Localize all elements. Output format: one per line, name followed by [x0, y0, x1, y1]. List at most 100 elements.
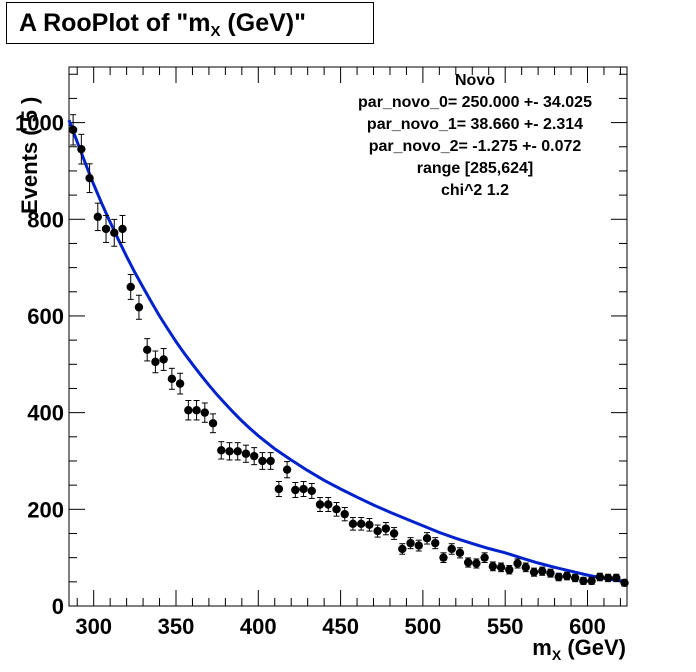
data-point	[620, 578, 629, 587]
x-tick-label: 600	[569, 614, 606, 639]
data-point	[332, 501, 341, 517]
chart-title: A RooPlot of "mX (GeV)"	[6, 2, 374, 44]
data-point	[554, 572, 563, 582]
x-axis-label-rest: (GeV)	[561, 635, 626, 660]
data-point	[167, 367, 177, 390]
data-point	[192, 399, 201, 421]
data-point	[249, 447, 259, 466]
data-point	[579, 576, 588, 586]
data-point	[431, 537, 440, 550]
stats-line-5: chi^2 1.2	[441, 182, 509, 199]
data-point	[496, 562, 506, 573]
data-point	[274, 480, 284, 498]
stats-line-2: par_novo_1= 38.660 +- 2.314	[367, 116, 583, 133]
data-point	[455, 547, 465, 559]
chart-title-prefix: A RooPlot of "m	[19, 9, 211, 37]
data-point	[134, 294, 144, 320]
data-point	[389, 527, 399, 540]
data-point	[587, 576, 596, 586]
data-point	[546, 568, 555, 578]
x-tick-label: 450	[322, 614, 359, 639]
data-point	[291, 481, 300, 498]
data-point	[217, 441, 226, 460]
y-tick-label: 800	[27, 207, 64, 232]
data-point	[110, 218, 119, 247]
x-tick-label: 300	[75, 614, 112, 639]
data-point	[307, 482, 316, 499]
stats-line-0: Novo	[455, 72, 495, 89]
x-tick-label: 400	[240, 614, 277, 639]
data-point	[225, 442, 234, 461]
x-tick-label: 550	[487, 614, 524, 639]
data-point	[85, 163, 94, 194]
stats-line-1: par_novo_0= 250.000 +- 34.025	[358, 94, 592, 111]
data-point	[266, 452, 275, 470]
x-axis-label-main: m	[532, 635, 552, 660]
data-point	[365, 518, 374, 532]
data-point	[282, 461, 292, 479]
data-point	[315, 496, 325, 512]
stats-line-3: par_novo_2= -1.275 +- 0.072	[369, 138, 582, 155]
chart-title-subscript: X	[210, 23, 221, 40]
data-point	[562, 571, 572, 581]
data-point	[414, 539, 423, 552]
x-axis-label-sub: X	[552, 647, 562, 663]
data-point	[398, 543, 407, 555]
data-point	[439, 552, 448, 563]
x-tick-label: 500	[405, 614, 442, 639]
data-point	[340, 506, 349, 522]
data-point	[488, 561, 498, 572]
data-point	[126, 274, 135, 300]
data-point	[101, 214, 111, 243]
data-point	[529, 567, 539, 577]
data-point	[381, 522, 391, 536]
data-point	[521, 562, 530, 573]
y-axis-label: Events ( 5 )	[17, 97, 42, 214]
data-point	[356, 517, 366, 531]
x-axis-label: mX (GeV)	[532, 635, 626, 663]
y-tick-label: 0	[52, 594, 64, 619]
data-point	[77, 133, 86, 165]
x-tick-label: 350	[158, 614, 195, 639]
data-point	[463, 557, 473, 568]
data-point	[447, 543, 456, 555]
data-point	[258, 452, 267, 470]
data-point	[118, 214, 127, 243]
y-tick-label: 600	[27, 304, 64, 329]
data-point	[241, 444, 251, 463]
data-point	[505, 565, 514, 575]
data-point	[603, 573, 613, 583]
stats-line-4: range [285,624]	[417, 160, 534, 177]
chart-title-suffix: (GeV)"	[220, 9, 306, 37]
data-point	[159, 348, 168, 371]
data-point	[570, 573, 580, 583]
data-point	[348, 517, 358, 531]
y-tick-label: 200	[27, 497, 64, 522]
data-point	[373, 524, 382, 538]
data-point	[68, 114, 78, 146]
data-point	[324, 496, 333, 512]
data-point	[472, 558, 481, 569]
y-tick-label: 400	[27, 401, 64, 426]
data-point	[175, 372, 185, 395]
fit-curve	[67, 119, 628, 584]
plot-frame	[68, 66, 628, 607]
data-point	[233, 442, 242, 461]
data-point	[299, 480, 308, 498]
data-point	[612, 573, 621, 583]
data-point	[151, 350, 160, 374]
data-point	[480, 552, 489, 563]
data-point	[200, 402, 209, 423]
data-point	[142, 338, 152, 362]
data-point	[513, 558, 522, 569]
data-point	[184, 399, 193, 421]
data-point	[595, 572, 605, 582]
data-point	[406, 537, 415, 550]
data-point	[208, 413, 218, 434]
stats-box: Novo par_novo_0= 250.000 +- 34.025 par_n…	[358, 72, 592, 199]
data-point	[422, 532, 432, 545]
data-point	[538, 566, 547, 576]
data-point	[93, 202, 103, 232]
y-tick-label: 1000	[15, 111, 64, 136]
